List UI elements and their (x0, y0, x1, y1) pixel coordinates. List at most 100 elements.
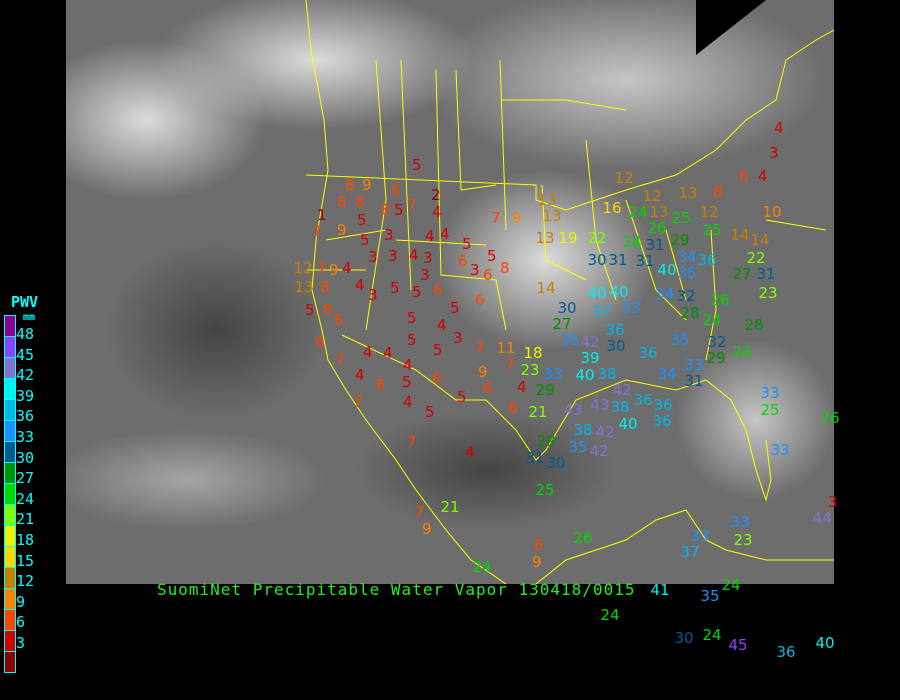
station-pwv-value: 25 (760, 400, 780, 419)
station-pwv-value: 5 (390, 278, 400, 297)
station-pwv-value: 23 (520, 360, 540, 379)
station-pwv-value: 7 (312, 222, 322, 241)
station-pwv-value: 30 (606, 336, 626, 355)
station-pwv-value: 7 (317, 258, 327, 277)
station-pwv-value: 33 (760, 383, 780, 402)
station-pwv-value: 9 (478, 362, 488, 381)
station-pwv-value: 30 (557, 298, 577, 317)
color-scale-label: 36 (16, 407, 35, 426)
station-pwv-value: 4 (774, 118, 784, 137)
station-pwv-value: 36 (633, 390, 653, 409)
station-pwv-value: 3 (420, 265, 430, 284)
station-pwv-value: 4 (758, 166, 768, 185)
station-pwv-value: 33 (690, 526, 710, 545)
station-pwv-value: 5 (487, 246, 497, 265)
station-pwv-value: 40 (609, 282, 629, 301)
color-scale-label: 12 (16, 572, 35, 591)
station-pwv-value: 3 (388, 246, 398, 265)
station-pwv-value: 4 (517, 377, 527, 396)
station-pwv-value: 40 (575, 365, 595, 384)
station-pwv-value: 34 (677, 247, 697, 266)
station-pwv-value: 24 (721, 575, 741, 594)
station-pwv-value: 4 (425, 226, 435, 245)
station-pwv-value: 6 (315, 332, 325, 351)
station-pwv-value: 26 (820, 408, 840, 427)
legend-unit: mm (23, 312, 36, 323)
color-scale-segment (5, 463, 15, 484)
station-pwv-value: 4 (432, 202, 442, 221)
station-pwv-value: 3 (828, 492, 838, 511)
station-pwv-value: 14 (750, 230, 770, 249)
station-pwv-value: 33 (730, 512, 750, 531)
color-scale-bar (4, 315, 16, 673)
station-pwv-value: 38 (597, 364, 617, 383)
station-pwv-value: 9 (532, 552, 542, 571)
color-scale-segment (5, 505, 15, 526)
station-pwv-value: 43 (563, 400, 583, 419)
station-pwv-value: 25 (535, 480, 555, 499)
station-pwv-value: 5 (402, 372, 412, 391)
station-pwv-value: 8 (381, 200, 391, 219)
station-pwv-value: 24 (472, 557, 492, 576)
station-pwv-value: 8 (345, 175, 355, 194)
station-pwv-value: 30 (546, 453, 566, 472)
station-pwv-value: 31 (525, 448, 545, 467)
map-background (66, 0, 834, 584)
station-pwv-value: 4 (465, 442, 475, 461)
color-scale-segment (5, 568, 15, 589)
station-pwv-value: 26 (573, 528, 593, 547)
station-pwv-value: 6 (483, 265, 493, 284)
color-scale-label: 6 (16, 613, 26, 632)
station-pwv-value: 28 (680, 303, 700, 322)
station-pwv-value: 6 (534, 535, 544, 554)
station-pwv-value: 38 (573, 420, 593, 439)
station-pwv-value: 21 (440, 497, 460, 516)
color-scale-label: 30 (16, 448, 35, 467)
station-pwv-value: 7 (335, 350, 345, 369)
station-pwv-value: 6 (433, 280, 443, 299)
color-scale-label: 9 (16, 592, 26, 611)
station-pwv-value: 40 (657, 260, 677, 279)
station-pwv-value: 45 (728, 635, 748, 654)
station-pwv-value: 35 (677, 263, 697, 282)
station-pwv-value: 44 (812, 508, 832, 527)
station-pwv-value: 31 (635, 251, 655, 270)
station-pwv-value: 36 (697, 250, 717, 269)
station-pwv-value: 22 (746, 248, 766, 267)
color-scale-segment (5, 547, 15, 568)
station-pwv-value: 25 (702, 220, 722, 239)
station-pwv-value: 9 (422, 519, 432, 538)
color-scale-segment (5, 652, 15, 672)
station-pwv-value: 36 (638, 343, 658, 362)
station-pwv-value: 40 (587, 283, 607, 302)
station-pwv-value: 6 (376, 375, 386, 394)
station-pwv-value: 36 (652, 411, 672, 430)
station-pwv-value: 7 (505, 355, 515, 374)
station-pwv-value: 35 (568, 437, 588, 456)
station-pwv-value: 6 (432, 368, 442, 387)
station-pwv-value: 24 (600, 605, 620, 624)
station-pwv-value: 22 (587, 228, 607, 247)
station-pwv-value: 13 (542, 206, 562, 225)
station-pwv-value: 43 (590, 395, 610, 414)
station-pwv-value: 7 (353, 392, 363, 411)
station-pwv-value: 35 (560, 330, 580, 349)
station-pwv-value: 40 (815, 633, 835, 652)
station-pwv-value: 29 (670, 230, 690, 249)
station-pwv-value: 23 (758, 283, 778, 302)
station-pwv-value: 7 (415, 502, 425, 521)
color-scale-label: 24 (16, 489, 35, 508)
color-scale-segment (5, 589, 15, 610)
station-pwv-value: 33 (684, 355, 704, 374)
station-pwv-value: 36 (776, 642, 796, 661)
station-pwv-value: 24 (732, 342, 752, 361)
color-scale-label: 3 (16, 634, 26, 652)
station-pwv-value: 3 (470, 260, 480, 279)
station-pwv-value: 5 (450, 298, 460, 317)
station-pwv-value: 5 (433, 340, 443, 359)
station-pwv-value: 18 (523, 343, 543, 362)
station-pwv-value: 4 (363, 342, 373, 361)
station-pwv-value: 9 (329, 260, 339, 279)
station-pwv-value: 4 (355, 275, 365, 294)
